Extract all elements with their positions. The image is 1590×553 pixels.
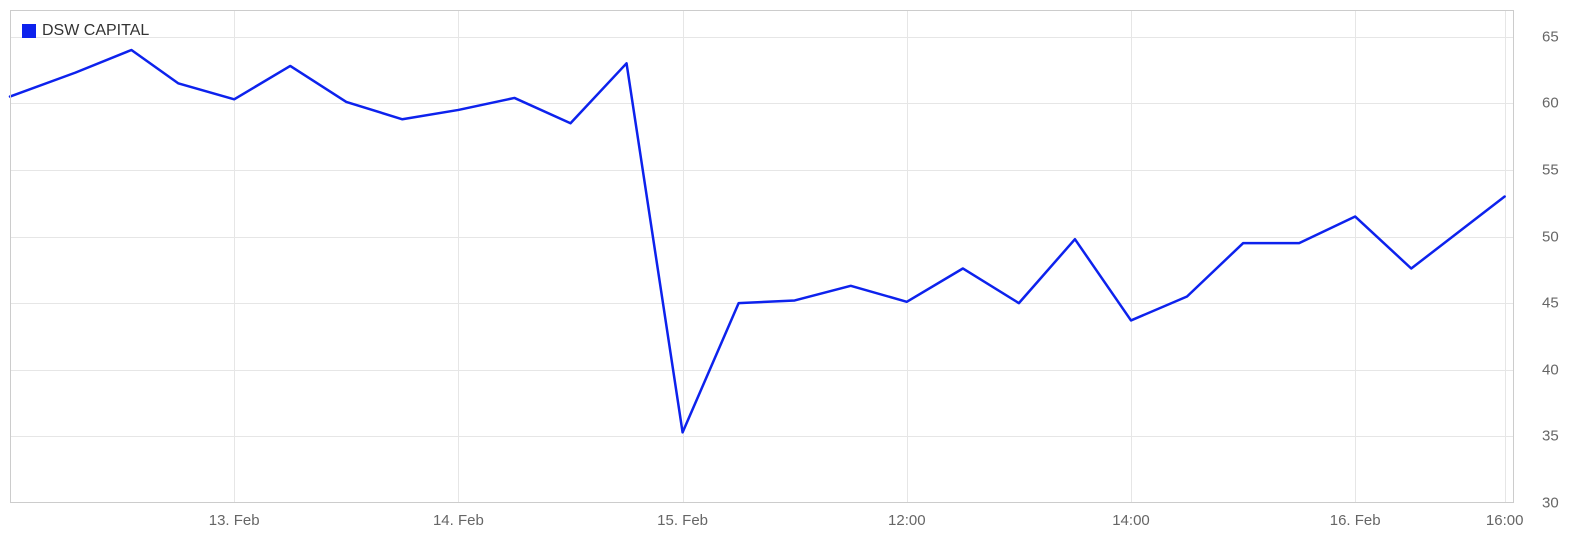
y-tick-label: 30 — [1542, 496, 1559, 511]
legend-swatch-icon — [22, 24, 36, 38]
x-tick-label: 14. Feb — [433, 513, 484, 528]
legend-series-label: DSW CAPITAL — [42, 22, 149, 40]
legend[interactable]: DSW CAPITAL — [22, 22, 149, 40]
x-tick-label: 12:00 — [888, 513, 926, 528]
series-layer — [10, 10, 1514, 503]
x-tick-label: 14:00 — [1112, 513, 1150, 528]
x-tick-label: 16. Feb — [1330, 513, 1381, 528]
price-chart: 30 35 40 45 50 55 60 65 13. Feb 14. Feb 15. Feb 12… — [0, 0, 1590, 553]
y-tick-label: 40 — [1542, 362, 1559, 377]
x-tick-label: 15. Feb — [657, 513, 708, 528]
y-tick-label: 50 — [1542, 229, 1559, 244]
y-tick-label: 45 — [1542, 296, 1559, 311]
series-line[interactable] — [10, 50, 1505, 432]
y-tick-label: 55 — [1542, 162, 1559, 177]
y-tick-label: 60 — [1542, 96, 1559, 111]
x-tick-label: 16:00 — [1486, 513, 1524, 528]
y-tick-label: 65 — [1542, 29, 1559, 44]
x-tick-label: 13. Feb — [209, 513, 260, 528]
y-tick-label: 35 — [1542, 429, 1559, 444]
plot-area[interactable] — [10, 10, 1514, 503]
